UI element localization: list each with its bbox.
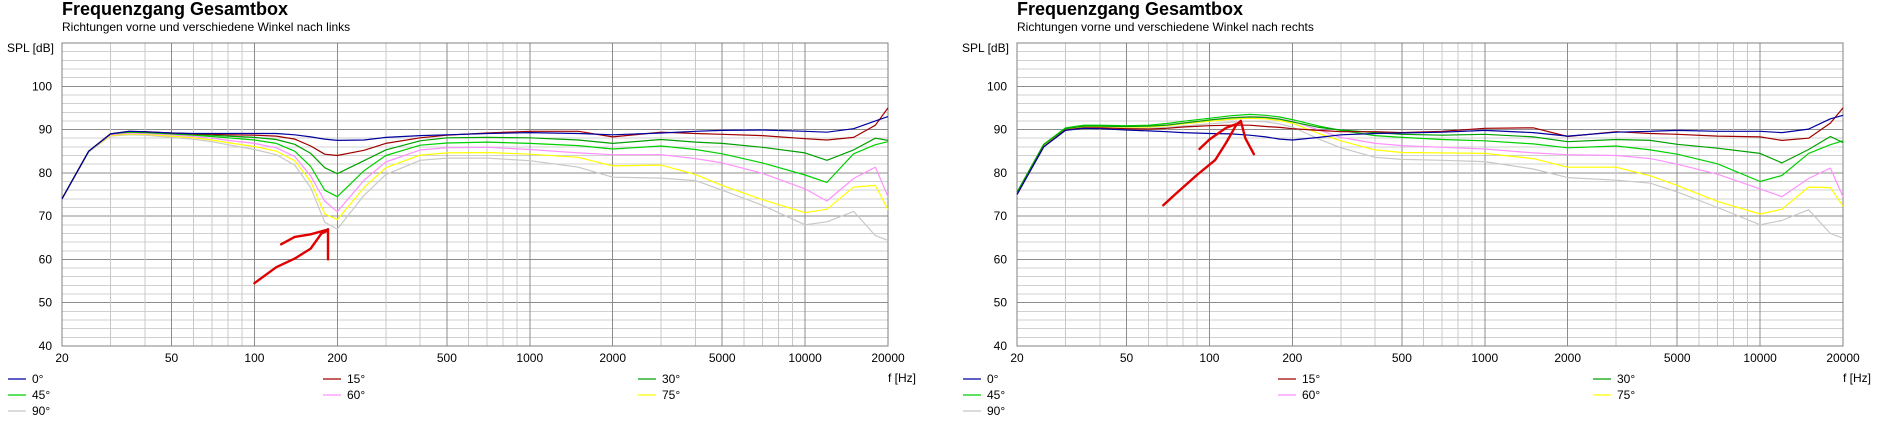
y-tick-label: 40 <box>39 339 53 353</box>
legend-label: 45° <box>987 388 1005 402</box>
annotation-stroke <box>1162 119 1256 207</box>
y-axis-label: SPL [dB] <box>7 41 54 55</box>
legend-item: 60° <box>323 388 365 402</box>
x-tick-label: 500 <box>1392 351 1412 365</box>
legend-label: 60° <box>347 388 365 402</box>
legend-label: 45° <box>32 388 50 402</box>
x-tick-label: 100 <box>1199 351 1219 365</box>
legend-label: 0° <box>32 372 44 386</box>
y-tick-label: 60 <box>994 252 1008 266</box>
x-tick-label: 5000 <box>1664 351 1691 365</box>
x-tick-label: 5000 <box>709 351 736 365</box>
series-line <box>61 131 889 200</box>
legend-item: 60° <box>1278 388 1320 402</box>
chart-title: Frequenzgang Gesamtbox <box>62 0 288 19</box>
x-tick-label: 50 <box>165 351 179 365</box>
x-axis-label: f [Hz] <box>1843 371 1871 385</box>
x-tick-label: 20000 <box>1826 351 1860 365</box>
series-line <box>1016 107 1844 195</box>
legend-item: 15° <box>1278 372 1320 386</box>
legend-item: 0° <box>963 372 999 386</box>
legend-item: 30° <box>1593 372 1635 386</box>
y-tick-label: 50 <box>39 296 53 310</box>
series-line <box>1016 116 1844 193</box>
legend-item: 75° <box>1593 388 1635 402</box>
legend-label: 75° <box>662 388 680 402</box>
series-line <box>61 132 889 213</box>
series-line <box>61 134 889 241</box>
x-tick-label: 20 <box>1010 351 1024 365</box>
legend-label: 30° <box>1617 372 1635 386</box>
y-tick-label: 70 <box>994 209 1008 223</box>
legend-label: 30° <box>662 372 680 386</box>
x-tick-label: 100 <box>244 351 264 365</box>
x-tick-label: 2000 <box>1554 351 1581 365</box>
legend-item: 30° <box>638 372 680 386</box>
legend-item: 90° <box>8 404 50 418</box>
y-tick-label: 100 <box>987 79 1007 93</box>
y-tick-label: 90 <box>39 123 53 137</box>
plot-frame <box>61 42 889 347</box>
legend-label: 90° <box>987 404 1005 418</box>
annotation-stroke <box>279 228 328 246</box>
x-tick-label: 200 <box>327 351 347 365</box>
chart-title: Frequenzgang Gesamtbox <box>1017 0 1243 19</box>
x-tick-label: 500 <box>437 351 457 365</box>
legend-item: 45° <box>8 388 50 402</box>
legend-item: 90° <box>963 404 1005 418</box>
chart-panel-right: Frequenzgang Gesamtbox Richtungen vorne … <box>962 0 1871 418</box>
legend-label: 15° <box>1302 372 1320 386</box>
series-lines <box>1016 107 1844 239</box>
y-tick-label: 50 <box>994 296 1008 310</box>
x-tick-label: 200 <box>1282 351 1302 365</box>
series-line <box>61 107 889 200</box>
y-tick-label: 60 <box>39 252 53 266</box>
legend: 0° 15° 30° 45° 60° 75° 90° <box>8 372 680 418</box>
legend-item: 15° <box>323 372 365 386</box>
x-tick-label: 1000 <box>1471 351 1498 365</box>
legend-label: 15° <box>347 372 365 386</box>
y-axis-label: SPL [dB] <box>962 41 1009 55</box>
grid <box>61 42 889 347</box>
series-line <box>61 133 889 221</box>
series-lines <box>61 107 889 241</box>
x-tick-label: 50 <box>1120 351 1134 365</box>
x-tick-label: 10000 <box>1743 351 1777 365</box>
annotation-stroke <box>253 227 330 285</box>
legend-item: 75° <box>638 388 680 402</box>
legend-label: 75° <box>1617 388 1635 402</box>
series-line <box>1016 114 1844 195</box>
x-tick-label: 1000 <box>516 351 543 365</box>
y-tick-label: 80 <box>994 166 1008 180</box>
y-tick-label: 100 <box>32 79 52 93</box>
y-tick-label: 90 <box>994 123 1008 137</box>
grid <box>1016 42 1844 347</box>
y-tick-label: 80 <box>39 166 53 180</box>
x-tick-label: 2000 <box>599 351 626 365</box>
legend-label: 0° <box>987 372 999 386</box>
legend-item: 45° <box>963 388 1005 402</box>
legend: 0° 15° 30° 45° 60° 75° 90° <box>963 372 1635 418</box>
plot-frame <box>1016 42 1844 347</box>
x-tick-label: 20 <box>55 351 69 365</box>
legend-item: 0° <box>8 372 44 386</box>
chart-subtitle: Richtungen vorne und verschiedene Winkel… <box>62 20 350 34</box>
x-tick-label: 20000 <box>871 351 905 365</box>
legend-label: 60° <box>1302 388 1320 402</box>
x-axis-label: f [Hz] <box>888 371 916 385</box>
legend-label: 90° <box>32 404 50 418</box>
series-line <box>61 116 889 200</box>
chart-panel-left: Frequenzgang Gesamtbox Richtungen vorne … <box>7 0 916 418</box>
chart-subtitle: Richtungen vorne und verschiedene Winkel… <box>1017 20 1314 34</box>
annotation-stroke <box>1198 121 1241 151</box>
x-tick-label: 10000 <box>788 351 822 365</box>
y-tick-label: 40 <box>994 339 1008 353</box>
series-line <box>61 131 889 200</box>
y-tick-label: 70 <box>39 209 53 223</box>
